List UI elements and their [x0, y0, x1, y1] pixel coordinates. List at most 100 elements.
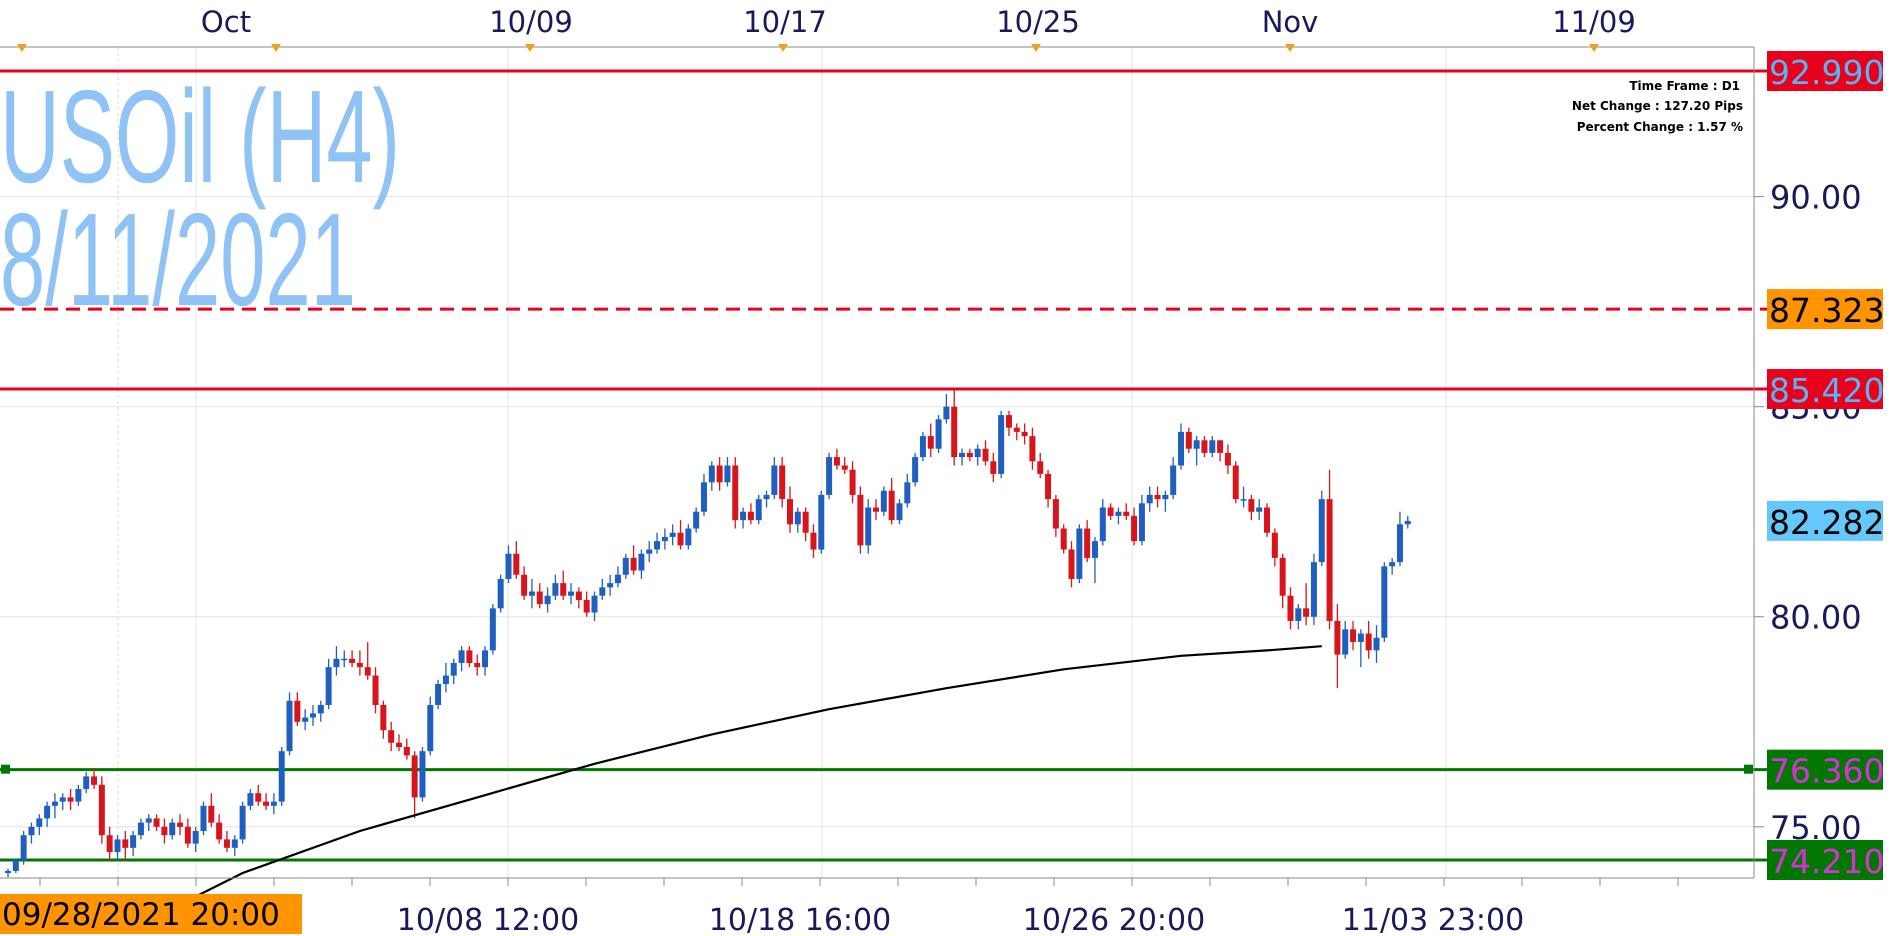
candle-body: [755, 499, 762, 521]
candle: [1154, 486, 1161, 508]
candle: [263, 793, 270, 811]
candle: [896, 499, 903, 525]
candle-body: [1138, 503, 1145, 542]
candle: [841, 457, 848, 474]
candle: [309, 704, 316, 726]
candle: [1224, 444, 1231, 474]
candle: [403, 738, 410, 760]
candle: [1045, 469, 1052, 508]
candle: [44, 801, 51, 827]
candle: [810, 524, 817, 558]
candle: [833, 448, 840, 470]
candle-body: [1091, 541, 1098, 558]
candle: [888, 478, 895, 525]
candle: [646, 541, 653, 563]
candle-body: [75, 788, 82, 802]
candle: [286, 692, 293, 756]
candle: [959, 448, 966, 466]
candle-body: [5, 870, 11, 874]
candle: [341, 650, 348, 668]
candle-body: [661, 536, 668, 542]
candle-body: [122, 839, 129, 848]
candle: [223, 831, 230, 853]
candle: [779, 457, 786, 508]
candle: [818, 490, 825, 554]
candle: [1076, 524, 1083, 584]
level-price-badge: [1767, 289, 1883, 330]
candle-body: [67, 797, 74, 802]
candle: [28, 822, 35, 844]
crosshair-time-badge: [0, 894, 302, 934]
candle-body: [998, 415, 1005, 474]
candle-body: [106, 835, 113, 853]
candle: [560, 570, 567, 600]
candle-body: [83, 776, 90, 789]
candle: [865, 499, 872, 554]
candle: [1264, 503, 1271, 537]
candle: [36, 814, 43, 836]
candle: [1350, 620, 1357, 651]
candle-body: [130, 835, 137, 848]
candle: [1310, 553, 1317, 626]
candle: [122, 831, 129, 861]
candle: [411, 751, 418, 819]
candle: [607, 574, 614, 596]
candle-body: [396, 742, 402, 747]
candle: [1232, 461, 1239, 504]
candle-body: [309, 713, 316, 718]
candle-body: [896, 503, 903, 521]
candle: [740, 507, 747, 529]
candle: [661, 528, 668, 550]
candle-body: [591, 595, 598, 613]
candle-body: [1373, 637, 1380, 651]
candle-body: [1396, 524, 1403, 563]
candle: [208, 793, 215, 827]
candle: [1326, 469, 1333, 630]
candle: [724, 457, 731, 487]
candle-body: [356, 662, 363, 668]
candle: [419, 746, 426, 802]
symbol-watermark: USOil (H4) 8/11/2021: [0, 63, 400, 333]
candle-body: [192, 831, 199, 844]
candle: [1138, 494, 1145, 546]
candle: [927, 423, 934, 458]
candle: [873, 499, 880, 521]
candle: [474, 654, 481, 676]
candle: [528, 578, 535, 609]
price-tick-label: 90.00: [1770, 179, 1862, 217]
candle-body: [349, 658, 356, 663]
candle: [1178, 423, 1184, 470]
candle-body: [458, 650, 465, 663]
candle-body: [716, 465, 723, 483]
candle: [114, 835, 121, 861]
candle-body: [380, 704, 387, 731]
candle: [364, 641, 371, 680]
candle: [630, 545, 637, 575]
candle-body: [153, 818, 160, 827]
candle: [489, 604, 496, 655]
candle: [990, 452, 997, 483]
candle-body: [1193, 440, 1200, 449]
candle: [505, 545, 512, 584]
candle-body: [98, 784, 105, 836]
candle-body: [1326, 499, 1333, 621]
candle: [880, 486, 887, 516]
candle-body: [1310, 562, 1317, 617]
candle-body: [560, 583, 567, 596]
current-price-badge: [1767, 500, 1883, 541]
candle-body: [255, 793, 262, 802]
plot-frame: [0, 46, 1755, 886]
candle: [51, 793, 58, 819]
level-price-label: 85.420: [1769, 371, 1884, 410]
candle: [278, 746, 285, 806]
candle-body: [740, 511, 747, 521]
candle-body: [286, 700, 293, 752]
candle: [192, 826, 199, 853]
candle-body: [200, 805, 207, 832]
candle-body: [364, 667, 371, 676]
candle: [317, 700, 324, 722]
candle: [482, 646, 489, 676]
candle-body: [497, 578, 504, 609]
candle-body: [169, 822, 176, 836]
